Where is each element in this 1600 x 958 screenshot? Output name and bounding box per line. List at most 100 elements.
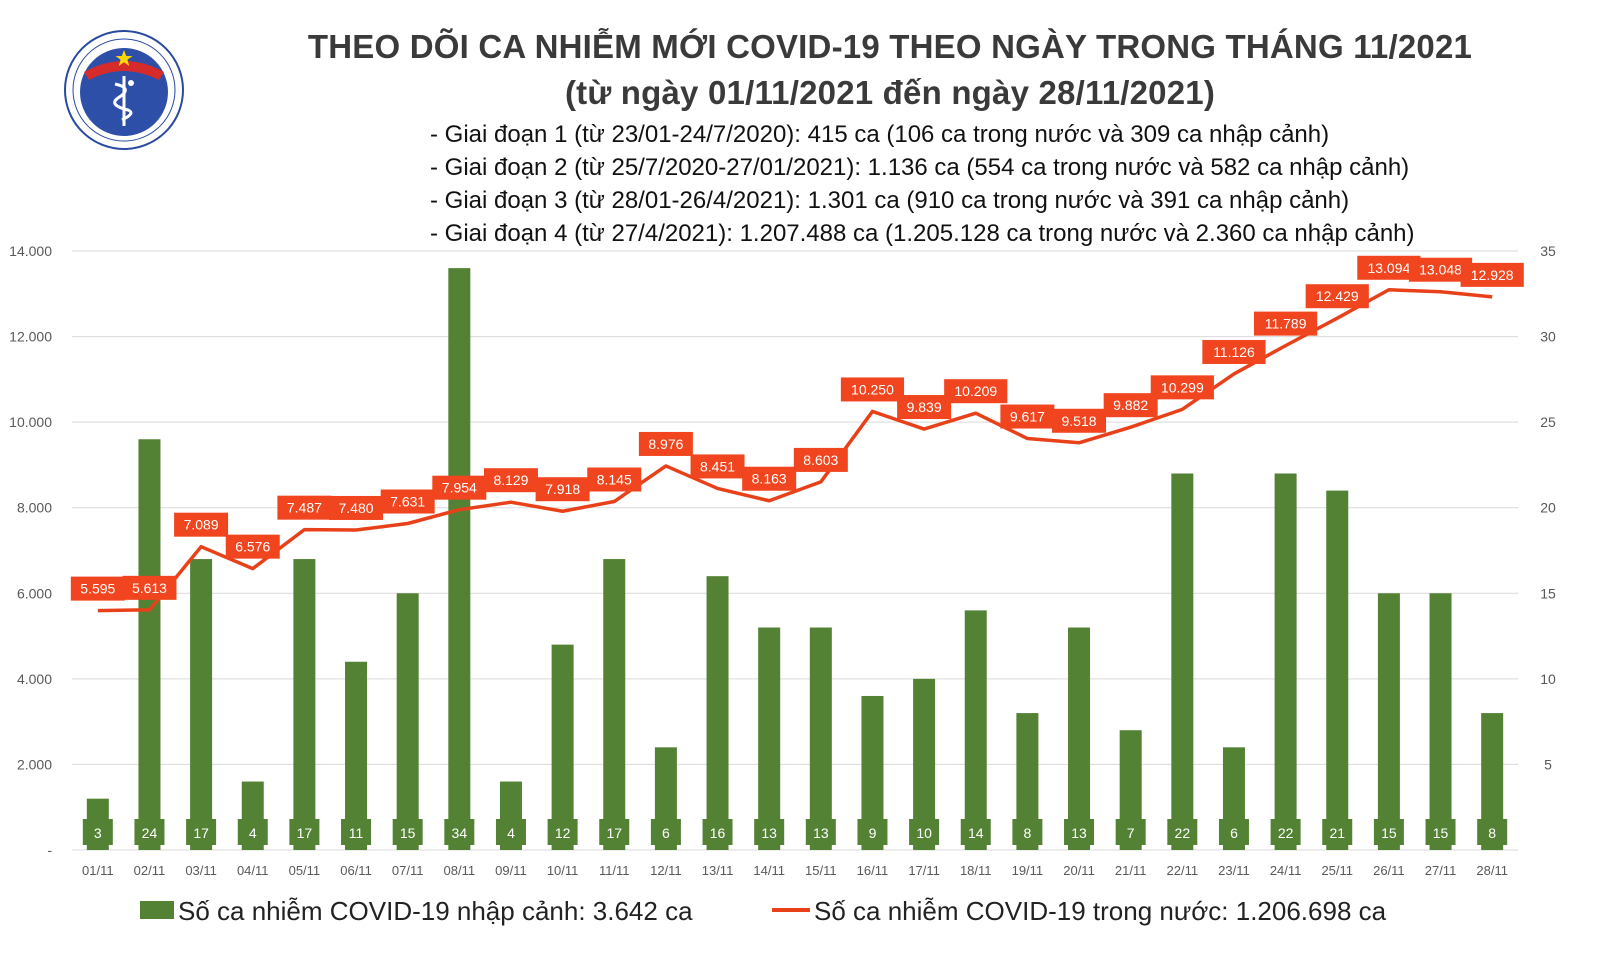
bar-label-box — [1167, 819, 1198, 845]
bar-data-label: 16 — [710, 825, 726, 841]
bar — [1326, 490, 1349, 850]
bar-data-label: 4 — [249, 825, 257, 841]
bar-data-label: 21 — [1329, 825, 1345, 841]
bar-data-label: 8 — [1488, 825, 1496, 841]
bar-data-label: 15 — [400, 825, 416, 841]
bar-label-box — [134, 819, 165, 845]
bar-label-box — [237, 819, 268, 845]
bar-label-box — [547, 819, 578, 845]
y-right-tick-label: 20 — [1540, 500, 1556, 516]
x-tick-label: 21/11 — [1115, 863, 1147, 878]
line-label-box — [840, 377, 905, 402]
x-tick-label: 28/11 — [1476, 863, 1508, 878]
x-tick-label: 10/11 — [547, 863, 579, 878]
bar — [1481, 713, 1504, 850]
bar — [964, 610, 987, 850]
bar-data-label: 3 — [94, 825, 102, 841]
bar-data-label: 8 — [1023, 825, 1031, 841]
y-left-tick-label: 14.000 — [9, 243, 52, 259]
line-data-label: 10.299 — [1161, 379, 1204, 395]
bar — [809, 627, 832, 850]
phase-note: - Giai đoạn 1 (từ 23/01-24/7/2020): 415 … — [430, 121, 1330, 148]
bar-data-label: 24 — [142, 825, 158, 841]
chart-subtitle: (từ ngày 01/11/2021 đến ngày 28/11/2021) — [564, 74, 1216, 111]
line-label-box — [1460, 262, 1524, 287]
bar-label-box — [82, 819, 113, 845]
bar-data-label: 17 — [297, 825, 313, 841]
bar — [448, 268, 471, 851]
x-tick-label: 15/11 — [805, 863, 837, 878]
phase-notes: - Giai đoạn 1 (từ 23/01-24/7/2020): 415 … — [430, 118, 1415, 250]
bar — [1274, 473, 1297, 850]
x-tick-label: 19/11 — [1012, 863, 1044, 878]
bar-label-box — [1115, 819, 1146, 845]
bar — [603, 559, 626, 850]
line-label-box — [535, 477, 590, 502]
bar-label-box — [805, 819, 836, 845]
bar-label-box — [650, 819, 681, 845]
bar-label-box — [960, 819, 991, 845]
bar — [138, 439, 161, 850]
y-right-tick-label: 35 — [1540, 243, 1556, 259]
line-label-box — [380, 489, 435, 514]
x-tick-label: 26/11 — [1373, 863, 1405, 878]
x-tick-label: 07/11 — [392, 863, 424, 878]
y-axis-left: - 2.000 4.000 6.000 8.000 10.000 12.000 14.000 — [9, 243, 52, 858]
bar-data-label: 9 — [869, 825, 877, 841]
bar-label-box — [495, 819, 526, 845]
line-data-label: 9.839 — [907, 399, 942, 415]
bar-data-label: 15 — [1433, 825, 1449, 841]
bar-label-box — [186, 819, 217, 845]
bar — [1068, 627, 1091, 850]
bar — [706, 576, 729, 850]
bar-label-box — [444, 819, 475, 845]
line-data-label: 9.518 — [1062, 413, 1097, 429]
y-axis-right: 5 10 15 20 25 30 35 — [1540, 243, 1556, 772]
bar-label-box — [1322, 819, 1353, 845]
bar — [293, 559, 316, 850]
line-data-label: 8.129 — [493, 472, 528, 488]
line-data-label: 11.789 — [1265, 316, 1307, 332]
bar-data-label: 15 — [1381, 825, 1397, 841]
bar-data-label: 10 — [916, 825, 932, 841]
line-data-label: 5.613 — [132, 580, 167, 596]
line-data-label: 9.882 — [1113, 397, 1148, 413]
phase-note: - Giai đoạn 3 (từ 28/01-26/4/2021): 1.30… — [430, 187, 1350, 214]
line-label-box — [483, 468, 538, 493]
y-left-tick-label: 10.000 — [9, 414, 52, 430]
bar-label-box — [1218, 819, 1249, 845]
y-right-tick-label: 15 — [1540, 585, 1556, 601]
bar-label-box — [754, 819, 785, 845]
line-data-label: 7.480 — [339, 500, 374, 516]
line-label-box — [1103, 393, 1158, 418]
bar-data-label: 11 — [349, 825, 364, 841]
line-data-label: 8.163 — [752, 471, 787, 487]
bar-data-label: 17 — [193, 825, 209, 841]
bar — [396, 593, 419, 850]
grid-lines — [72, 250, 1518, 851]
line-data-label: 13.094 — [1367, 260, 1410, 276]
bar-series: 3 24 17 4 17 11 15 34 4 12 17 6 16 13 13 9 10 14 8 13 7 22 6 22… — [82, 268, 1508, 851]
line-data-label: 13.048 — [1419, 262, 1462, 278]
line-data-label: 7.918 — [545, 481, 580, 497]
line-data-label: 8.976 — [648, 436, 683, 452]
bar-label-box — [599, 819, 630, 845]
line-data-label: 8.603 — [803, 452, 838, 468]
line-label-box — [329, 495, 384, 520]
line-label-box — [944, 379, 1008, 404]
legend: Số ca nhiễm COVID-19 nhập cảnh: 3.642 ca… — [140, 896, 1387, 926]
x-tick-label: 16/11 — [857, 863, 889, 878]
line-label-box — [277, 495, 332, 520]
line-label-box — [1150, 375, 1214, 400]
x-tick-label: 01/11 — [82, 863, 114, 878]
line-label-box — [122, 575, 177, 600]
x-tick-label: 13/11 — [702, 863, 734, 878]
line-label-box — [1254, 311, 1318, 336]
line-series: 5.595 5.613 7.089 6.576 7.487 7.480 7.631 7.954… — [70, 255, 1524, 613]
y-right-tick-label: 25 — [1540, 414, 1556, 430]
y-left-tick-label: 2.000 — [17, 756, 52, 772]
bar-label-box — [289, 819, 320, 845]
line-data-label: 8.145 — [597, 472, 632, 488]
